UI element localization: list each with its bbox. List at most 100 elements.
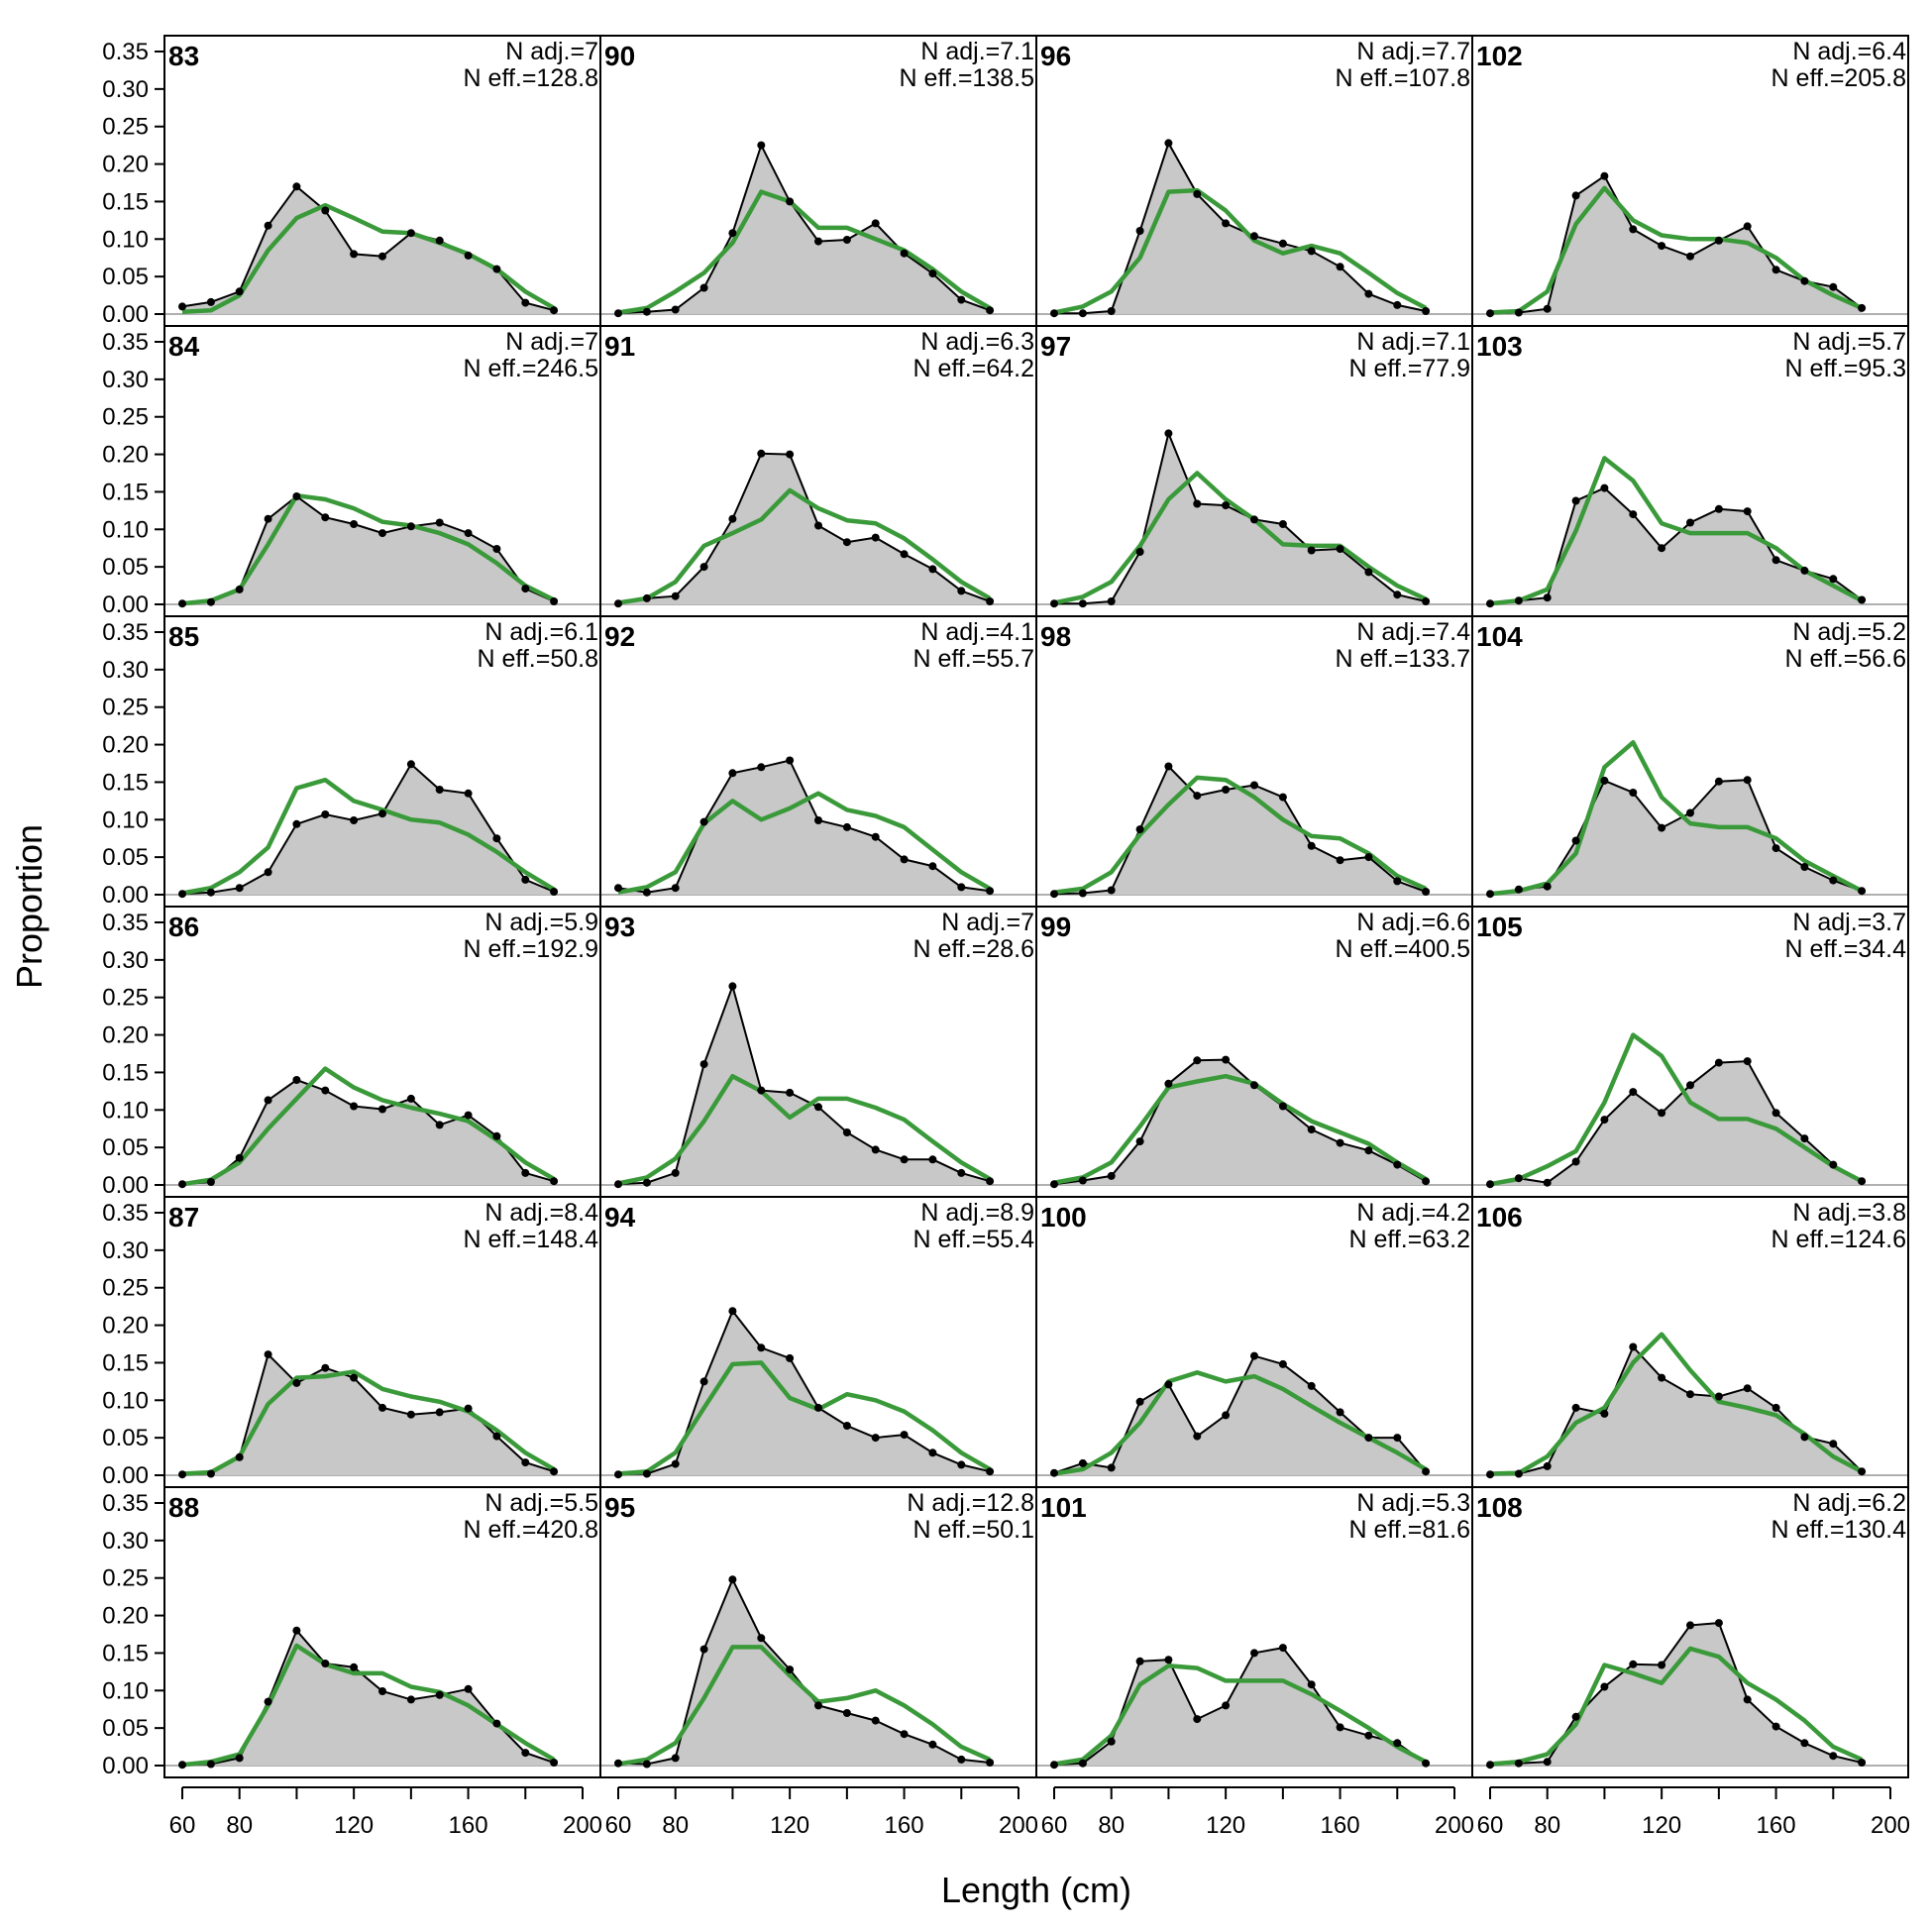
observed-point [1364,1731,1373,1740]
observed-point [1078,1759,1087,1768]
observed-area [182,186,555,314]
x-tick-label: 80 [226,1812,253,1839]
observed-point [900,855,909,864]
n-eff-label: N eff.=246.5 [464,355,598,382]
observed-point [642,307,651,316]
observed-point [435,518,444,527]
observed-point [435,1690,444,1699]
x-tick-label: 80 [662,1812,689,1839]
expected-line [1489,1332,1864,1476]
observed-point [1250,1081,1258,1090]
n-eff-label: N eff.=50.8 [477,645,598,673]
observed-point [757,141,766,150]
observed-point [464,1111,473,1120]
observed-point [264,221,272,230]
y-tick-label: 0.20 [102,442,149,469]
n-adj-label: N adj.=7.1 [1356,328,1470,356]
y-tick-label: 0.35 [102,619,149,646]
observed-point [842,538,851,547]
observed-point [1250,232,1258,241]
n-eff-label: N eff.=55.4 [912,1226,1034,1253]
observed-point [1571,1157,1580,1166]
observed-point [1250,781,1258,790]
y-tick-label: 0.15 [102,1059,149,1086]
panel-label: 88 [168,1492,199,1523]
observed-point [1800,1433,1809,1442]
n-adj-label: N adj.=7.1 [920,38,1034,65]
observed-point [842,1422,851,1430]
observed-area [1490,175,1863,314]
observed-point [1486,890,1494,899]
observed-point [464,251,473,260]
observed-point [1250,1351,1258,1360]
observed-point [378,1403,386,1412]
observed-point [1629,1088,1638,1097]
panel-label: 108 [1476,1492,1523,1523]
observed-point [435,236,444,245]
observed-point [1307,247,1316,256]
observed-point [492,265,501,273]
y-tick-label: 0.25 [102,1275,149,1302]
observed-point [1222,786,1231,794]
panels-layer: 83 N adj.=7N eff.=128.884 N adj.=7N eff.=2… [163,35,1909,1778]
x-tick-label: 120 [1206,1812,1245,1839]
observed-point [928,269,937,278]
x-tick-label: 160 [885,1812,924,1839]
observed-point [928,862,937,871]
y-tick-label: 0.00 [102,882,149,909]
observed-point [1050,1761,1058,1770]
observed-point [321,810,330,818]
x-tick-label: 60 [1041,1812,1068,1839]
observed-point [235,1452,244,1461]
n-eff-label: N eff.=192.9 [464,935,598,963]
observed-point [1629,225,1638,234]
y-axis-title: Proportion [9,824,50,989]
observed-point [1800,276,1809,285]
panel-103: 103 N adj.=5.7N eff.=95.3 [1471,325,1909,617]
n-adj-label: N adj.=5.9 [484,909,598,936]
observed-point [614,1470,622,1479]
observed-point [464,1404,473,1413]
observed-point [350,1663,359,1671]
expected-line [1053,1370,1428,1476]
observed-point [1278,1102,1287,1111]
y-tick-label: 0.05 [102,1425,149,1451]
y-tick-label: 0.10 [102,226,149,253]
n-eff-label: N eff.=133.7 [1336,645,1470,673]
panel-label: 96 [1040,41,1071,71]
observed-point [842,1709,851,1717]
observed-point [1829,1440,1838,1449]
observed-point [492,545,501,553]
observed-point [1135,1657,1144,1665]
y-tick-label: 0.05 [102,1715,149,1742]
observed-point [614,884,622,893]
observed-point [1222,1055,1231,1064]
n-eff-label: N eff.=55.7 [912,645,1034,673]
y-tick-label: 0.35 [102,910,149,936]
observed-point [206,297,215,306]
observed-point [1222,219,1231,228]
observed-point [1829,1752,1838,1761]
observed-point [957,1168,966,1177]
expected-line [1053,1664,1428,1767]
observed-point [1858,1759,1867,1767]
panel-border [1471,1486,1909,1778]
observed-point [699,1645,708,1654]
observed-point [1800,566,1809,575]
y-tick-label: 0.35 [102,1200,149,1227]
panel-label: 95 [604,1492,635,1523]
observed-point [406,1410,415,1419]
y-tick-label: 0.05 [102,264,149,290]
n-eff-label: N eff.=81.6 [1348,1516,1470,1544]
y-tick-label: 0.10 [102,1097,149,1124]
y-tick-label: 0.35 [102,1490,149,1517]
observed-point [1250,1649,1258,1658]
n-eff-label: N eff.=205.8 [1771,64,1906,92]
observed-point [321,1363,330,1372]
observed-point [786,450,795,459]
panel-91: 91 N adj.=6.3N eff.=64.2 [599,325,1037,617]
observed-point [614,1180,622,1189]
y-tick-label: 0.15 [102,769,149,796]
observed-point [1078,889,1087,898]
observed-area [1490,1623,1863,1766]
